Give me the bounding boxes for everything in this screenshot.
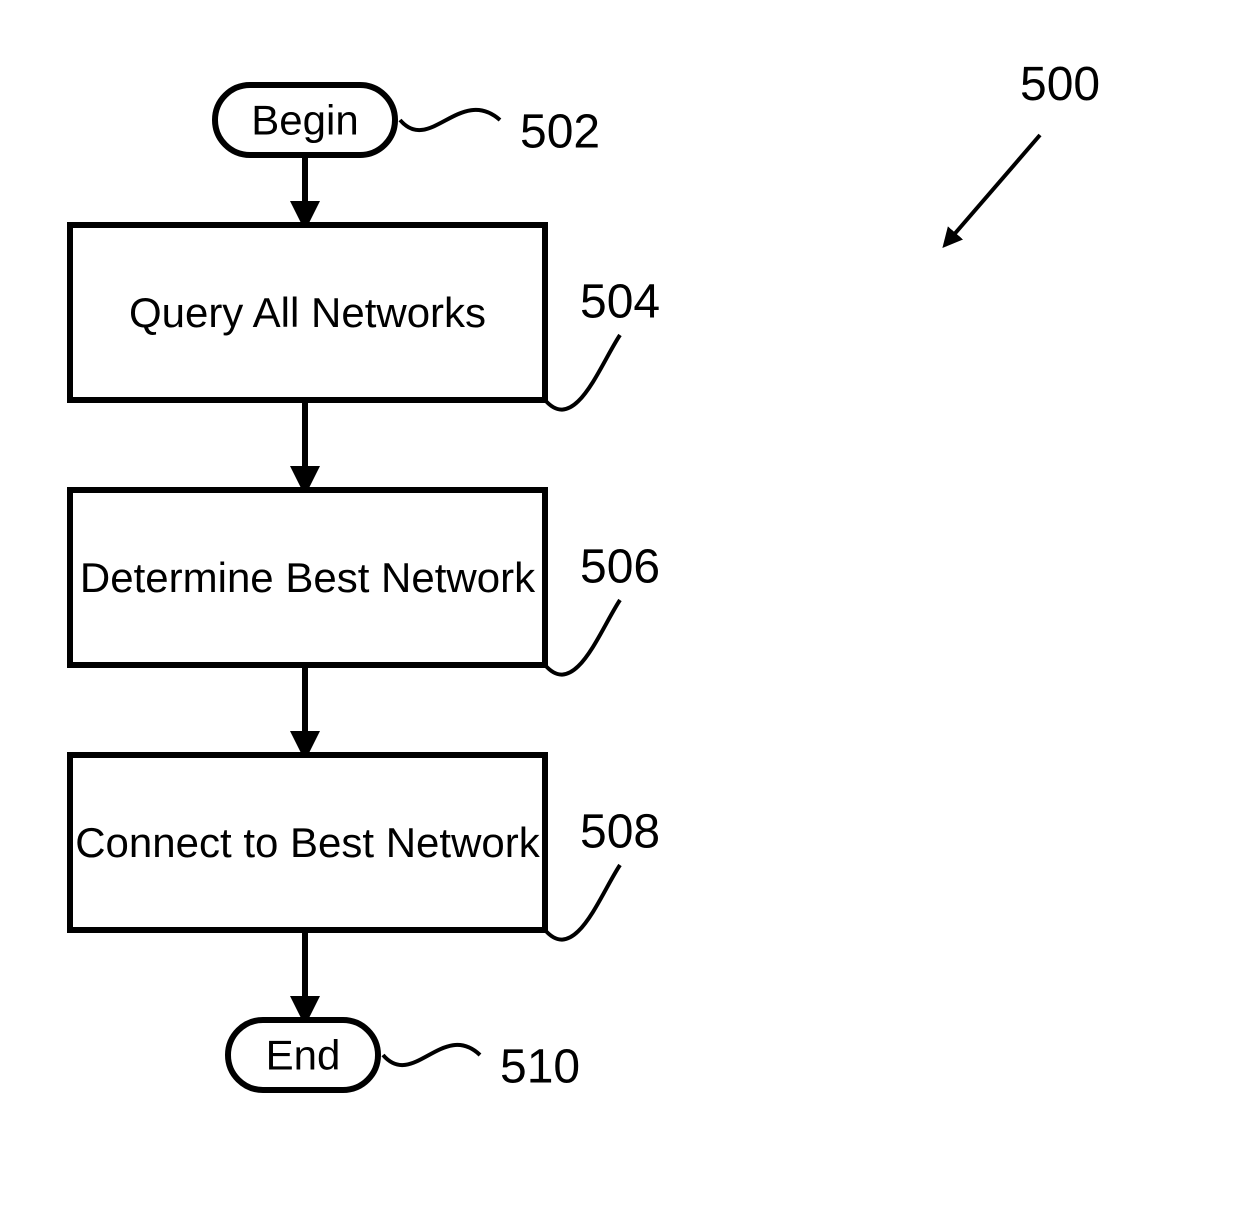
connect-label: Connect to Best Network: [75, 819, 541, 866]
query-label: Query All Networks: [129, 289, 486, 336]
figure-ref: 500: [945, 58, 1100, 245]
end-ref: 510: [383, 1041, 580, 1094]
determine-ref: 506: [545, 541, 660, 675]
connect-node: Connect to Best Network: [70, 755, 545, 930]
figure-ref-label: 500: [1020, 58, 1100, 111]
begin-label: Begin: [251, 97, 358, 144]
flowchart: Begin Query All Networks Determine Best Ne…: [0, 0, 1243, 1209]
query-ref-label: 504: [580, 276, 660, 329]
query-node: Query All Networks: [70, 225, 545, 400]
end-label: End: [266, 1032, 341, 1079]
end-node: End: [228, 1020, 378, 1090]
connect-ref: 508: [545, 806, 660, 940]
determine-label: Determine Best Network: [80, 554, 536, 601]
begin-node: Begin: [215, 85, 395, 155]
begin-ref-label: 502: [520, 106, 600, 159]
determine-node: Determine Best Network: [70, 490, 545, 665]
begin-ref: 502: [400, 106, 600, 159]
connect-ref-label: 508: [580, 806, 660, 859]
determine-ref-label: 506: [580, 541, 660, 594]
query-ref: 504: [545, 276, 660, 410]
end-ref-label: 510: [500, 1041, 580, 1094]
